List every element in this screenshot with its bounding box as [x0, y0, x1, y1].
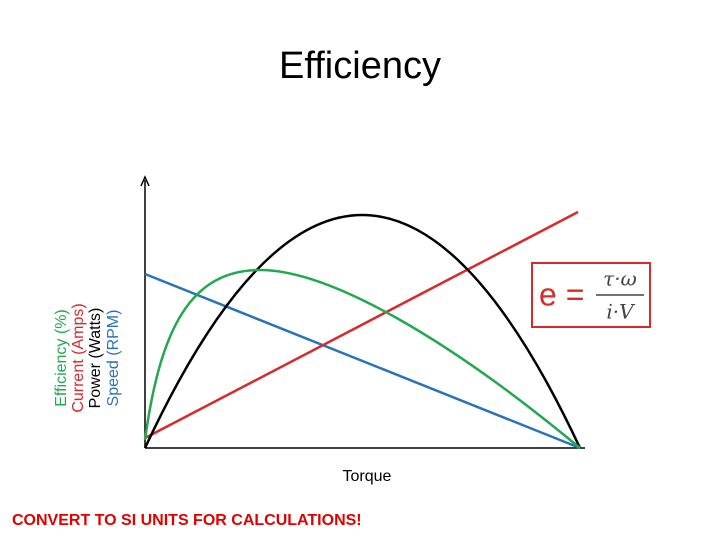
formula-numerator: τ·ω — [603, 267, 637, 291]
speed-curve — [144, 272, 581, 450]
efficiency-curve — [143, 268, 581, 449]
y-axis-label: Speed (RPM) — [105, 310, 122, 407]
formula-lhs: e = — [539, 276, 584, 312]
y-axis-arrow — [140, 175, 150, 187]
current-curve — [144, 210, 579, 440]
power-curve — [143, 214, 582, 449]
y-axis-label: Efficiency (%) — [53, 309, 70, 407]
note: CONVERT TO SI UNITS FOR CALCULATIONS! — [12, 512, 362, 529]
y-axis-label: Power (Watts) — [87, 308, 104, 409]
x-axis-label: Torque — [343, 468, 392, 485]
y-axis-label: Current (Amps) — [70, 303, 87, 412]
formula-denominator: i·V — [606, 300, 636, 324]
slide-title: Efficiency — [279, 45, 441, 87]
